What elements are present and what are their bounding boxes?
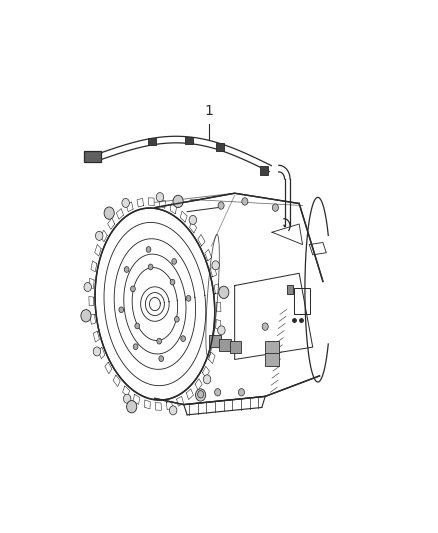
Circle shape <box>174 317 179 322</box>
Circle shape <box>203 375 211 384</box>
Circle shape <box>215 389 221 396</box>
FancyBboxPatch shape <box>84 151 101 161</box>
Circle shape <box>104 207 114 219</box>
Circle shape <box>262 323 268 330</box>
Circle shape <box>156 192 164 201</box>
FancyBboxPatch shape <box>148 138 156 146</box>
FancyBboxPatch shape <box>287 285 293 294</box>
Circle shape <box>198 391 204 398</box>
Circle shape <box>195 389 206 401</box>
Circle shape <box>173 195 183 207</box>
Circle shape <box>172 259 177 264</box>
Circle shape <box>148 264 153 270</box>
Circle shape <box>124 266 129 272</box>
Text: 1: 1 <box>205 104 214 118</box>
FancyBboxPatch shape <box>216 143 224 150</box>
Circle shape <box>219 286 229 298</box>
FancyBboxPatch shape <box>265 341 279 354</box>
Circle shape <box>127 400 137 413</box>
Circle shape <box>186 295 191 301</box>
Circle shape <box>124 394 131 403</box>
FancyBboxPatch shape <box>209 335 221 347</box>
Circle shape <box>81 310 91 322</box>
Circle shape <box>181 336 186 342</box>
Circle shape <box>212 261 219 270</box>
Circle shape <box>218 326 225 335</box>
Circle shape <box>146 247 151 252</box>
Circle shape <box>135 323 140 329</box>
FancyBboxPatch shape <box>230 342 241 353</box>
FancyBboxPatch shape <box>185 136 193 144</box>
Circle shape <box>84 282 92 292</box>
Circle shape <box>122 198 129 207</box>
Circle shape <box>95 231 103 240</box>
Circle shape <box>170 279 175 285</box>
FancyBboxPatch shape <box>260 166 268 175</box>
FancyBboxPatch shape <box>265 353 279 366</box>
Circle shape <box>159 356 164 361</box>
Circle shape <box>170 406 177 415</box>
Circle shape <box>218 202 224 209</box>
Polygon shape <box>155 195 320 406</box>
Circle shape <box>238 389 244 396</box>
FancyBboxPatch shape <box>219 340 231 351</box>
Circle shape <box>272 204 279 211</box>
Circle shape <box>157 338 162 344</box>
Circle shape <box>119 307 124 313</box>
Circle shape <box>93 347 101 356</box>
Circle shape <box>131 286 135 292</box>
Circle shape <box>133 344 138 350</box>
Circle shape <box>242 198 248 205</box>
Polygon shape <box>272 224 303 245</box>
Circle shape <box>189 215 197 224</box>
